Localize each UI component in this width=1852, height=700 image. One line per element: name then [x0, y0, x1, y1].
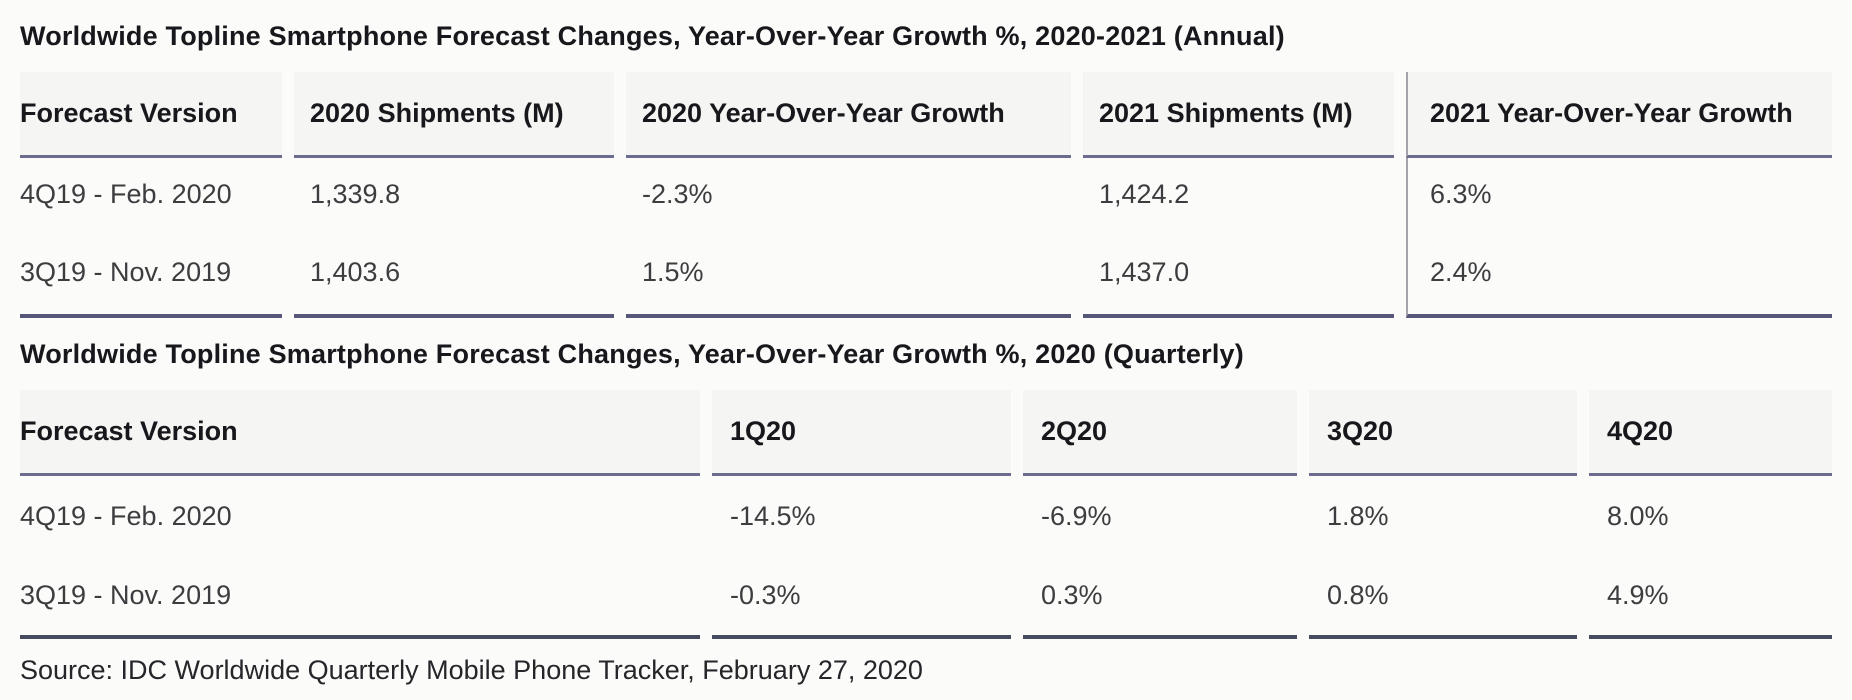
- quarterly-forecast-table: Forecast Version 1Q20 2Q20 3Q20 4Q20 4Q1…: [8, 390, 1844, 639]
- quarterly-cell-1q20: -14.5%: [730, 500, 816, 531]
- quarterly-cell-4q20: 4.9%: [1589, 556, 1832, 639]
- annual-cell-2020-shipments: 1,339.8: [310, 178, 401, 209]
- quarterly-cell-version: 3Q19 - Nov. 2019: [20, 556, 700, 639]
- quarterly-col-header-1q20: 1Q20: [712, 390, 1011, 476]
- quarterly-cell-3q20: 0.8%: [1309, 556, 1577, 639]
- annual-cell-2020-growth: -2.3%: [642, 178, 713, 209]
- quarterly-cell-3q20: 1.8%: [1327, 500, 1389, 531]
- quarterly-table-title: Worldwide Topline Smartphone Forecast Ch…: [20, 338, 1244, 369]
- annual-forecast-table: Forecast Version 2020 Shipments (M) 2020…: [8, 72, 1844, 318]
- annual-cell-version: 4Q19 - Feb. 2020: [20, 178, 232, 209]
- annual-col-header-2020-yoy-growth: 2020 Year-Over-Year Growth: [626, 72, 1071, 158]
- source-note: Source: IDC Worldwide Quarterly Mobile P…: [20, 654, 923, 685]
- annual-col-header-2021-yoy-growth: 2021 Year-Over-Year Growth: [1406, 72, 1832, 158]
- quarterly-row-3q19: 3Q19 - Nov. 2019 -0.3% 0.3% 0.8% 4.9%: [20, 556, 1832, 639]
- annual-col-header-2021-shipments: 2021 Shipments (M): [1083, 72, 1394, 158]
- annual-col-header-forecast-version: Forecast Version: [20, 72, 282, 158]
- quarterly-col-header-2q20: 2Q20: [1023, 390, 1297, 476]
- quarterly-row-4q19: 4Q19 - Feb. 2020 -14.5% -6.9% 1.8% 8.0%: [20, 476, 1832, 556]
- annual-row-4q19: 4Q19 - Feb. 2020 1,339.8 -2.3% 1,424.2 6…: [20, 158, 1832, 230]
- quarterly-cell-4q20: 8.0%: [1607, 500, 1669, 531]
- annual-cell-2021-shipments: 1,424.2: [1099, 178, 1190, 209]
- annual-cell-2021-growth: 2.4%: [1406, 230, 1832, 318]
- annual-table-title: Worldwide Topline Smartphone Forecast Ch…: [20, 20, 1285, 51]
- quarterly-cell-2q20: -6.9%: [1041, 500, 1112, 531]
- quarterly-col-header-forecast-version: Forecast Version: [20, 390, 700, 476]
- quarterly-col-header-4q20: 4Q20: [1589, 390, 1832, 476]
- quarterly-col-header-3q20: 3Q20: [1309, 390, 1577, 476]
- annual-cell-version: 3Q19 - Nov. 2019: [20, 230, 282, 318]
- annual-cell-2020-shipments: 1,403.6: [294, 230, 614, 318]
- quarterly-cell-2q20: 0.3%: [1023, 556, 1297, 639]
- quarterly-cell-1q20: -0.3%: [712, 556, 1011, 639]
- annual-row-3q19: 3Q19 - Nov. 2019 1,403.6 1.5% 1,437.0 2.…: [20, 230, 1832, 318]
- quarterly-cell-version: 4Q19 - Feb. 2020: [20, 500, 232, 531]
- annual-col-header-2020-shipments: 2020 Shipments (M): [294, 72, 614, 158]
- quarterly-header-row: Forecast Version 1Q20 2Q20 3Q20 4Q20: [20, 390, 1832, 476]
- annual-cell-2021-growth: 6.3%: [1406, 158, 1832, 230]
- annual-cell-2021-shipments: 1,437.0: [1083, 230, 1394, 318]
- annual-cell-2020-growth: 1.5%: [626, 230, 1071, 318]
- annual-header-row: Forecast Version 2020 Shipments (M) 2020…: [20, 72, 1832, 158]
